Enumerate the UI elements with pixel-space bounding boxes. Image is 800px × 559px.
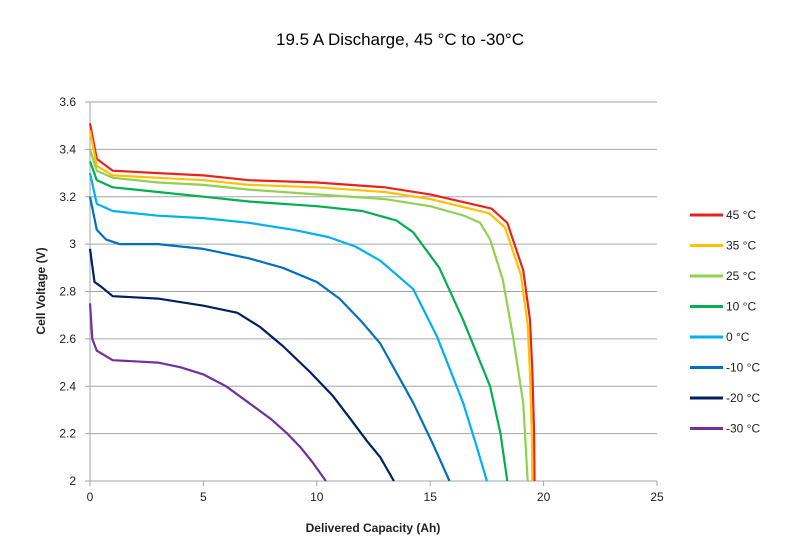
series-line [88,123,536,482]
legend-label: -10 °C [726,361,760,375]
series-line [88,160,509,482]
legend-label: 0 °C [726,330,750,344]
legend-label: 45 °C [726,208,756,222]
x-tick-label: 5 [200,490,207,504]
x-tick-label: 10 [310,490,324,504]
y-tick-label: 3 [69,237,76,251]
x-tick-label: 25 [650,490,664,504]
y-tick-label: 2.8 [59,285,76,299]
y-tick-label: 3.4 [59,142,76,156]
y-tick-label: 2.4 [59,379,76,393]
legend-label: 35 °C [726,239,756,253]
series-line [88,196,451,482]
x-tick-label: 0 [87,490,94,504]
x-axis-label: Delivered Capacity (Ah) [306,521,441,535]
y-axis-label: Cell Voltage (V) [34,247,48,334]
y-tick-label: 2 [69,474,76,488]
series-line [88,172,488,482]
legend-label: 10 °C [726,300,756,314]
y-tick-label: 3.2 [59,190,76,204]
series-line [88,303,327,482]
series-line [88,149,529,482]
legend-label: -20 °C [726,391,760,405]
legend-label: -30 °C [726,422,760,436]
series-line [88,130,534,482]
x-tick-label: 20 [537,490,551,504]
series-line [88,248,395,482]
legend-label: 25 °C [726,269,756,283]
y-tick-label: 3.6 [59,95,76,109]
y-tick-label: 2.6 [59,332,76,346]
chart-title: 19.5 A Discharge, 45 °C to -30°C [276,30,524,49]
y-tick-label: 2.2 [59,427,76,441]
x-tick-label: 15 [424,490,438,504]
